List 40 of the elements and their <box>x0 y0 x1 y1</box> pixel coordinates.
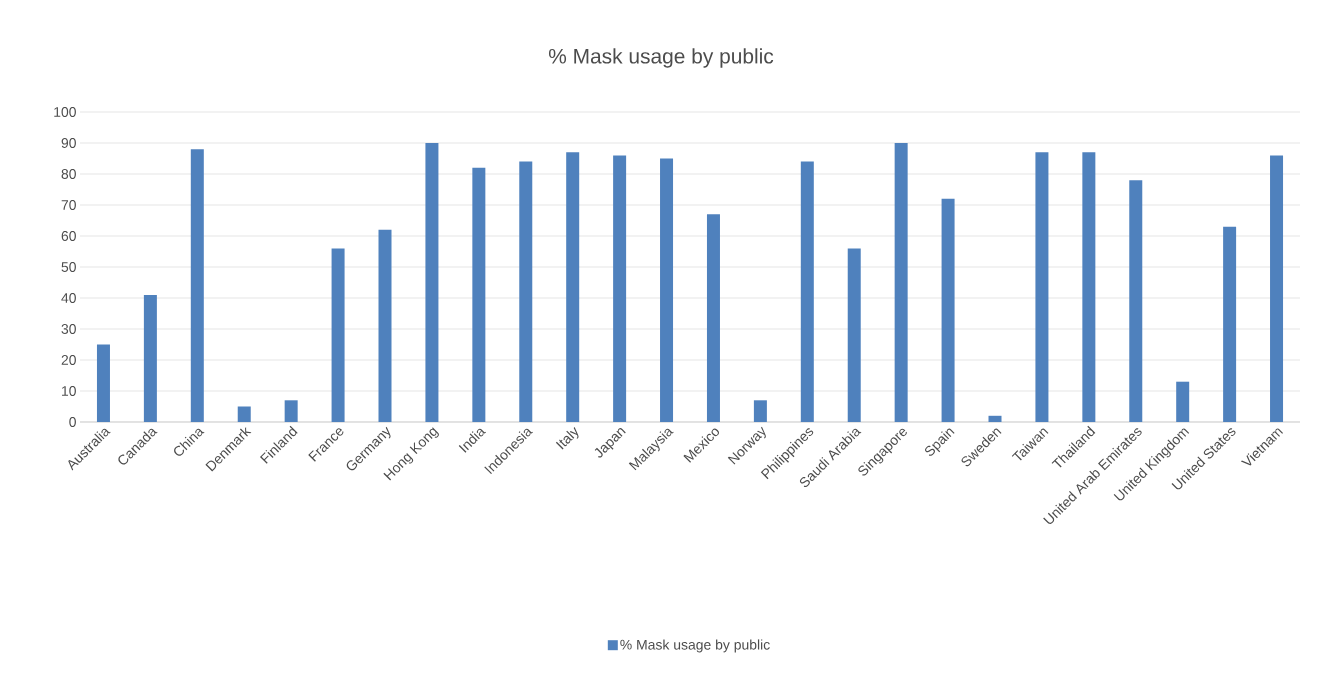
chart-title: % Mask usage by public <box>548 48 774 68</box>
y-tick-label: 0 <box>69 417 76 427</box>
bar <box>988 415 1002 422</box>
y-tick-label: 90 <box>61 138 76 148</box>
bar <box>1176 381 1190 422</box>
bar <box>1129 180 1143 422</box>
bar <box>1035 152 1049 422</box>
bar <box>1270 155 1284 422</box>
bar <box>519 161 533 422</box>
bar <box>284 400 298 422</box>
y-tick-label: 40 <box>61 293 76 303</box>
y-tick-label: 60 <box>61 231 76 241</box>
bar <box>941 198 955 422</box>
bar <box>143 294 157 422</box>
bar <box>378 229 392 422</box>
y-tick-label: 30 <box>61 324 76 334</box>
bar <box>566 152 580 422</box>
bar <box>1223 226 1237 422</box>
y-tick-label: 70 <box>61 200 76 210</box>
bar <box>660 158 674 422</box>
x-tick-label: Italy <box>555 427 579 450</box>
bar <box>613 155 627 422</box>
y-tick-label: 10 <box>62 386 76 396</box>
bar <box>331 248 345 422</box>
bar <box>190 149 204 422</box>
legend-label: % Mask usage by public <box>620 639 770 653</box>
y-tick-label: 100 <box>54 107 76 117</box>
y-tick-label: 80 <box>61 169 76 179</box>
bar <box>96 344 110 422</box>
bar <box>706 214 720 422</box>
y-tick-label: 20 <box>61 355 76 365</box>
bar <box>472 167 486 422</box>
bar <box>237 406 251 422</box>
bar <box>800 161 814 422</box>
bar <box>1082 152 1096 422</box>
bar <box>894 142 908 422</box>
bar <box>753 400 767 422</box>
bar <box>847 248 861 422</box>
bar <box>425 142 439 422</box>
y-tick-label: 50 <box>61 262 76 272</box>
